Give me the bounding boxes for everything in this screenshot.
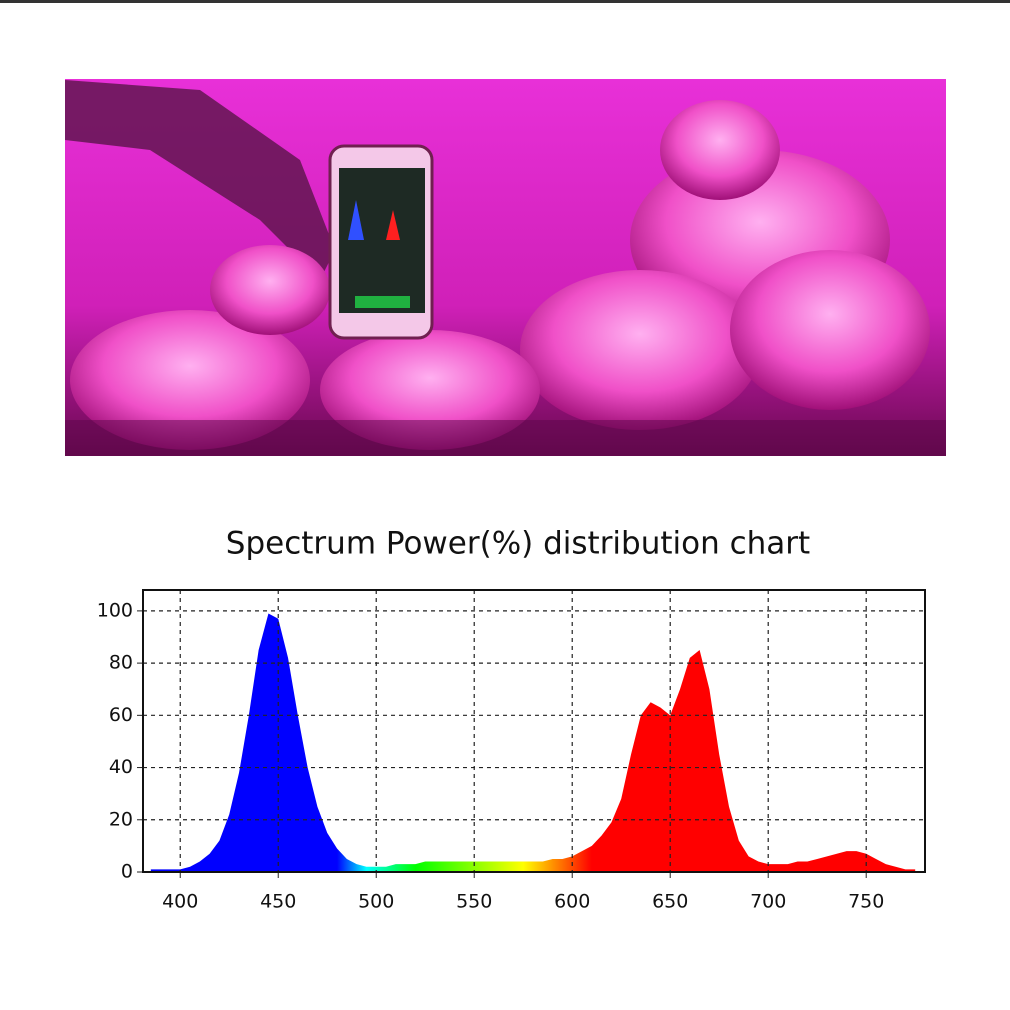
y-tick-label: 80 (109, 652, 133, 674)
y-tick-label: 20 (109, 808, 133, 830)
plot-frame (142, 589, 926, 873)
x-tick-label: 400 (162, 891, 198, 913)
chart-title: Spectrum Power(%) distribution chart (226, 526, 810, 562)
y-tick-label: 0 (121, 861, 133, 883)
x-tick-label: 550 (456, 891, 492, 913)
top-border (0, 0, 1010, 3)
x-tick-label: 600 (554, 891, 590, 913)
photo (65, 79, 946, 456)
y-tick-label: 60 (109, 704, 133, 726)
x-tick-label: 500 (358, 891, 394, 913)
x-tick-label: 700 (750, 891, 786, 913)
x-tick-label: 650 (652, 891, 688, 913)
y-tick-label: 100 (97, 599, 133, 621)
spectrum-area (150, 613, 916, 872)
x-tick-label: 450 (260, 891, 296, 913)
x-tick-label: 750 (848, 891, 884, 913)
y-tick-label: 40 (109, 756, 133, 778)
